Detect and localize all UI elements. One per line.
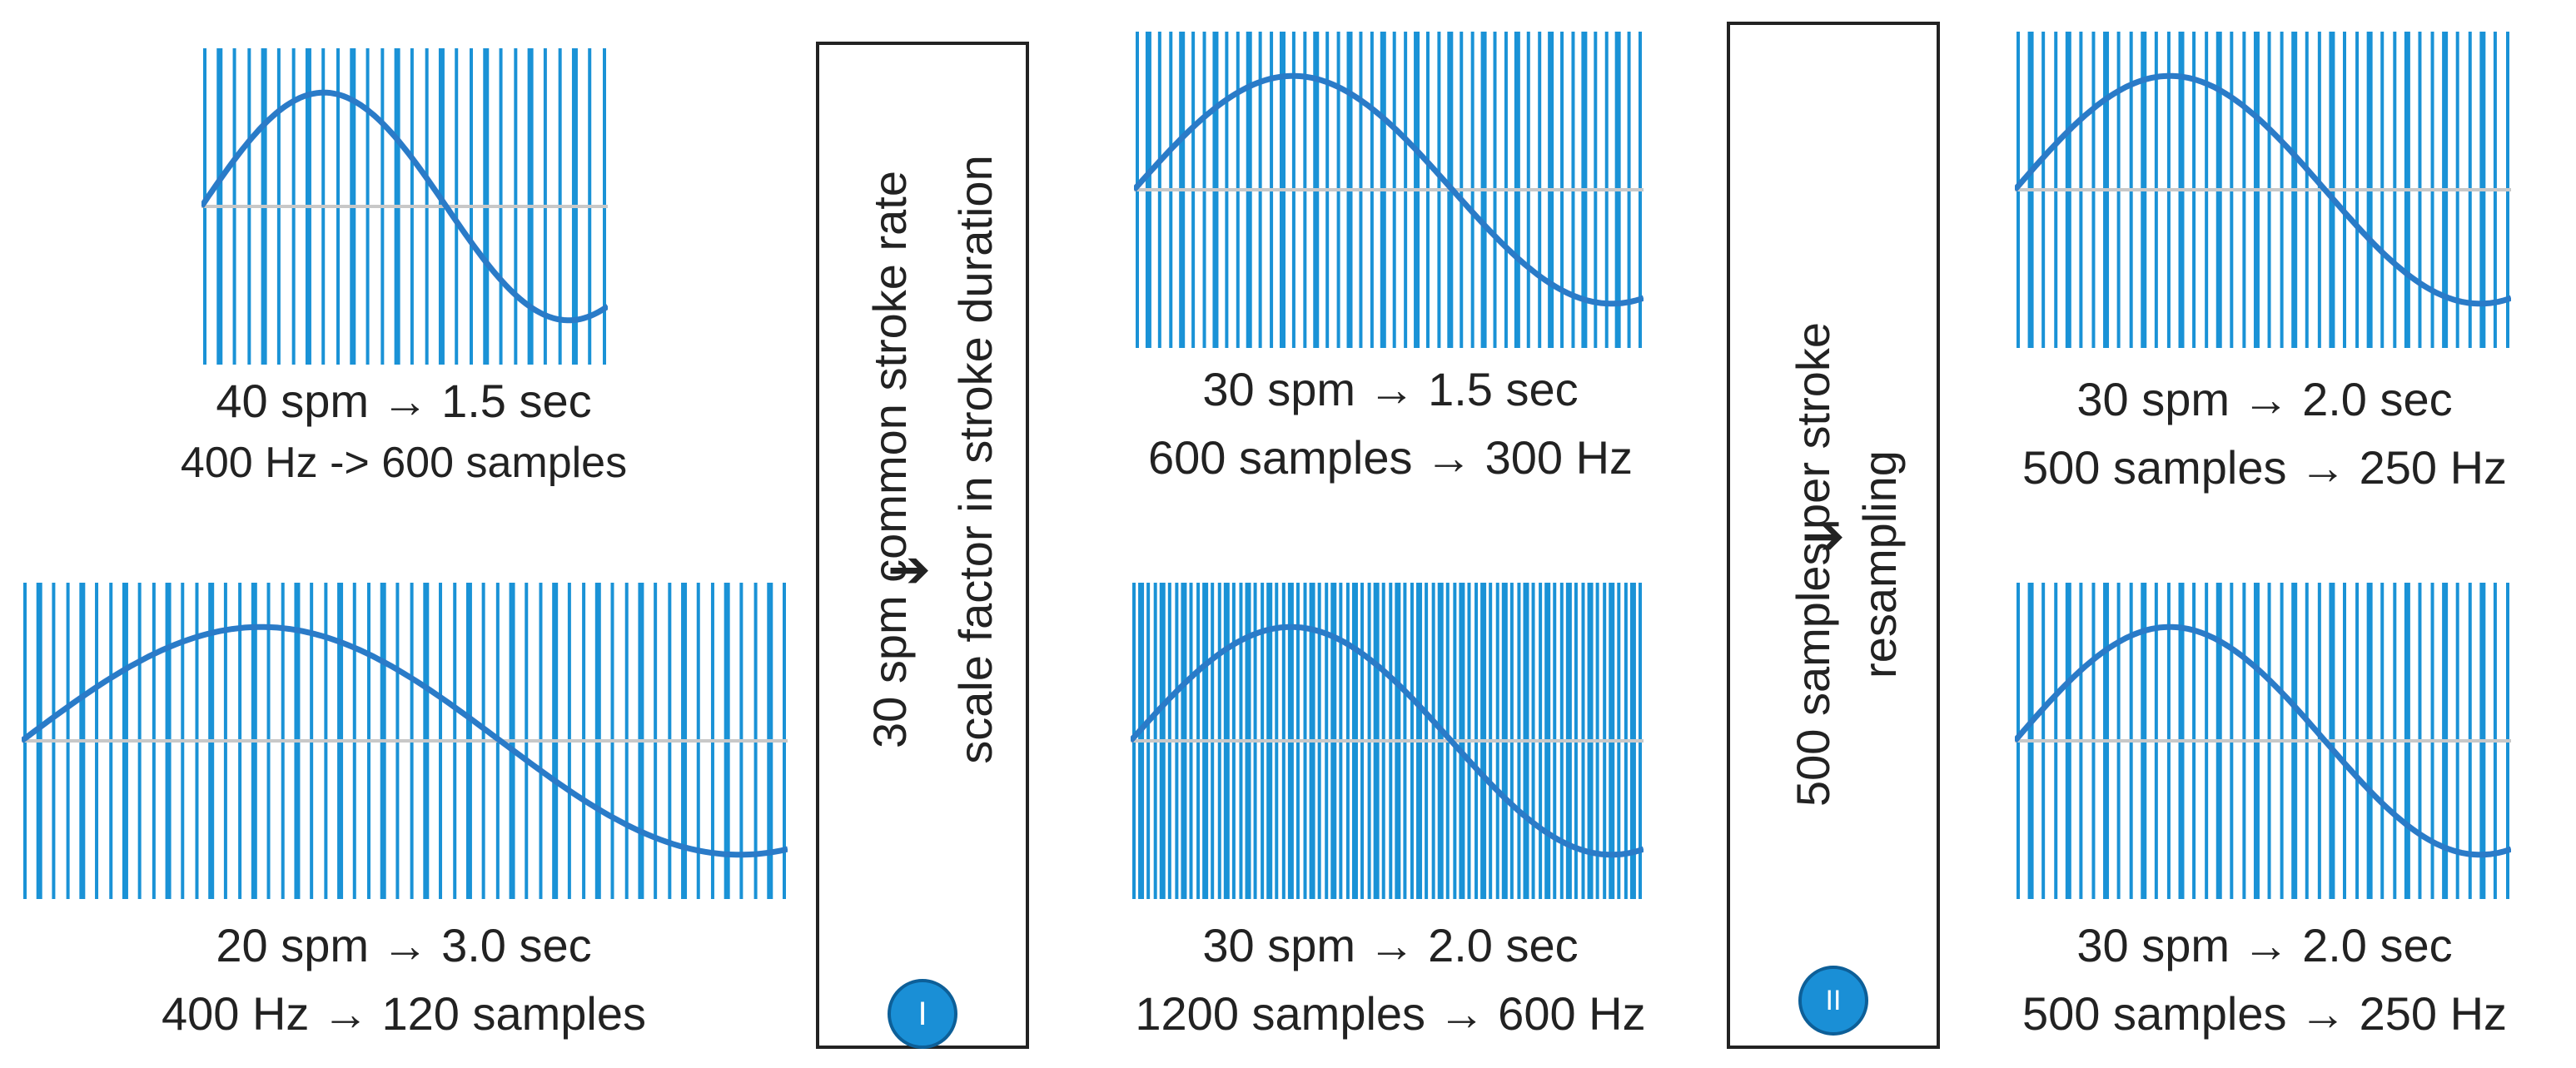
step-1-box: 30 spm common stroke rate scale factor i… <box>816 42 1029 1049</box>
sine-curve <box>201 89 608 324</box>
step-2-line2: resampling <box>1853 450 1906 678</box>
sine-panel-b <box>22 583 788 899</box>
caption-b-line2: 400 Hz → 120 samples <box>161 987 647 1040</box>
sine-curve <box>1134 72 1644 307</box>
sine-plot-d <box>1131 583 1644 899</box>
sine-panel-d <box>1131 583 1644 899</box>
sine-plot-f <box>2015 583 2511 899</box>
sine-panel-c <box>1134 32 1644 348</box>
caption-b-line1: 20 spm → 3.0 sec <box>216 919 592 971</box>
step-1-arrow-icon: ➔ <box>888 541 931 599</box>
sine-curve <box>2015 72 2511 307</box>
step-2-arrow-icon: ➔ <box>1802 508 1845 565</box>
step-2-box: 500 samples per stroke resampling ➔ II <box>1727 22 1940 1049</box>
sine-plot-b <box>22 583 788 899</box>
caption-e-line1: 30 spm → 2.0 sec <box>2076 373 2453 425</box>
caption-f-line2: 500 samples → 250 Hz <box>2022 987 2508 1040</box>
sine-plot-e <box>2015 32 2511 348</box>
sine-curve <box>22 623 788 858</box>
caption-f-line1: 30 spm → 2.0 sec <box>2076 919 2453 971</box>
step-1-line2: scale factor in stroke duration <box>949 155 1002 764</box>
caption-d-line2: 1200 samples → 600 Hz <box>1135 987 1646 1040</box>
step-2-badge: II <box>1798 966 1868 1036</box>
caption-e-line2: 500 samples → 250 Hz <box>2022 441 2508 494</box>
sine-plot-c <box>1134 32 1644 348</box>
sine-panel-f <box>2015 583 2511 899</box>
caption-c-line2: 600 samples → 300 Hz <box>1147 431 1634 484</box>
sine-plot-a <box>201 48 608 365</box>
sine-panel-e <box>2015 32 2511 348</box>
step-1-badge: I <box>888 979 957 1049</box>
caption-c-line1: 30 spm → 1.5 sec <box>1202 363 1579 415</box>
step-1-line1: 30 spm common stroke rate <box>863 170 916 749</box>
sine-panel-a <box>201 48 608 365</box>
sine-curve <box>2015 623 2511 858</box>
caption-a-line2: 400 Hz -> 600 samples <box>180 439 628 487</box>
caption-d-line1: 30 spm → 2.0 sec <box>1202 919 1579 971</box>
caption-a-line1: 40 spm → 1.5 sec <box>216 375 592 427</box>
sine-curve <box>1131 623 1644 858</box>
